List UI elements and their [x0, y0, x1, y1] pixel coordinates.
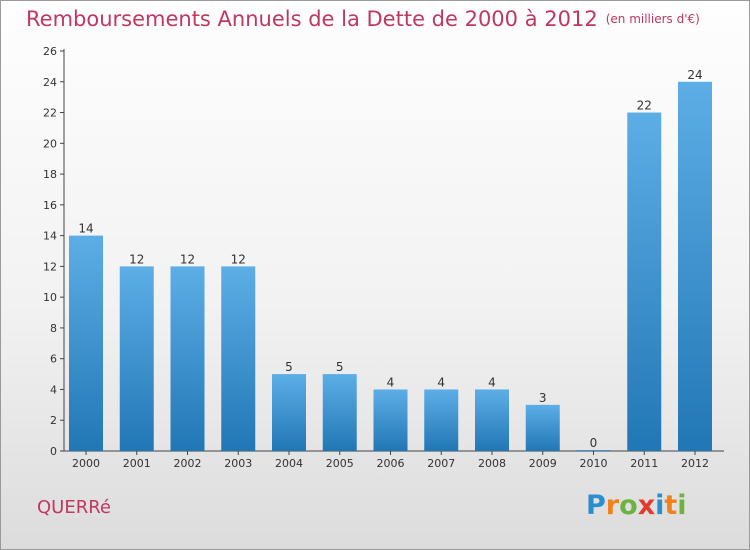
logo-letter: o	[619, 490, 638, 521]
bar	[322, 374, 357, 451]
bars: 14 12 12 12 5 5 4 4 4 3 0 22 24	[69, 68, 712, 452]
logo-letter: i	[655, 490, 665, 521]
logo-letter: i	[677, 490, 687, 521]
y-tick-label: 14	[43, 230, 57, 243]
y-tick-label: 22	[43, 107, 57, 120]
logo-letter: x	[637, 490, 656, 521]
bar-value-label: 0	[590, 436, 598, 450]
logo-letter: t	[664, 490, 678, 521]
y-tick-label: 16	[43, 199, 57, 212]
chart-title-text: Remboursements Annuels de la Dette de 20…	[26, 7, 598, 31]
bar	[424, 389, 459, 451]
bar	[272, 374, 306, 451]
bar	[627, 112, 662, 452]
proxiti-logo: Proxiti	[586, 490, 687, 521]
bar	[69, 235, 103, 451]
bar	[475, 389, 509, 451]
bar	[221, 266, 256, 451]
bar-value-label: 5	[336, 360, 344, 374]
bar-value-label: 22	[637, 99, 652, 113]
y-tick-label: 0	[50, 445, 57, 458]
bar	[525, 404, 560, 451]
x-tick-label: 2000	[72, 457, 100, 470]
bar-value-label: 3	[539, 391, 547, 405]
chart-title: Remboursements Annuels de la Dette de 20…	[26, 7, 700, 31]
bar-value-label: 24	[687, 68, 702, 82]
x-tick-label: 2004	[275, 457, 303, 470]
y-tick-label: 6	[50, 353, 57, 366]
y-tick-label: 18	[43, 168, 57, 181]
bar	[576, 450, 611, 451]
x-tick-label: 2001	[123, 457, 151, 470]
y-tick-label: 12	[43, 260, 57, 273]
x-tick-label: 2010	[580, 457, 608, 470]
y-tick-label: 8	[50, 322, 57, 335]
bar-value-label: 4	[437, 375, 445, 389]
unit-note: (en milliers d'€)	[605, 12, 700, 26]
bar-value-label: 4	[387, 375, 395, 389]
y-tick-label: 10	[43, 291, 57, 304]
bar-value-label: 14	[78, 222, 93, 236]
bar-value-label: 12	[231, 252, 246, 266]
x-tick-label: 2006	[377, 457, 405, 470]
logo-letter: r	[605, 490, 620, 521]
x-tick-label: 2002	[174, 457, 202, 470]
bar	[170, 266, 205, 451]
y-tick-label: 26	[43, 45, 57, 58]
x-tick-label: 2005	[326, 457, 354, 470]
bar	[373, 389, 408, 451]
bar	[119, 266, 154, 451]
bar-value-label: 12	[129, 252, 144, 266]
commune-name: QUERRé	[37, 497, 111, 518]
x-tick-label: 2003	[224, 457, 252, 470]
y-tick-label: 20	[43, 137, 57, 150]
bar-value-label: 4	[488, 375, 496, 389]
x-tick-label: 2012	[681, 457, 709, 470]
x-tick-label: 2011	[630, 457, 658, 470]
y-tick-label: 2	[50, 414, 57, 427]
y-tick-label: 4	[50, 383, 57, 396]
bar-value-label: 12	[180, 252, 195, 266]
bar-value-label: 5	[285, 360, 293, 374]
x-tick-label: 2009	[529, 457, 557, 470]
y-tick-label: 24	[43, 76, 57, 89]
x-tick-label: 2007	[427, 457, 455, 470]
bar	[678, 81, 712, 452]
logo-letter: P	[586, 490, 606, 521]
x-tick-label: 2008	[478, 457, 506, 470]
